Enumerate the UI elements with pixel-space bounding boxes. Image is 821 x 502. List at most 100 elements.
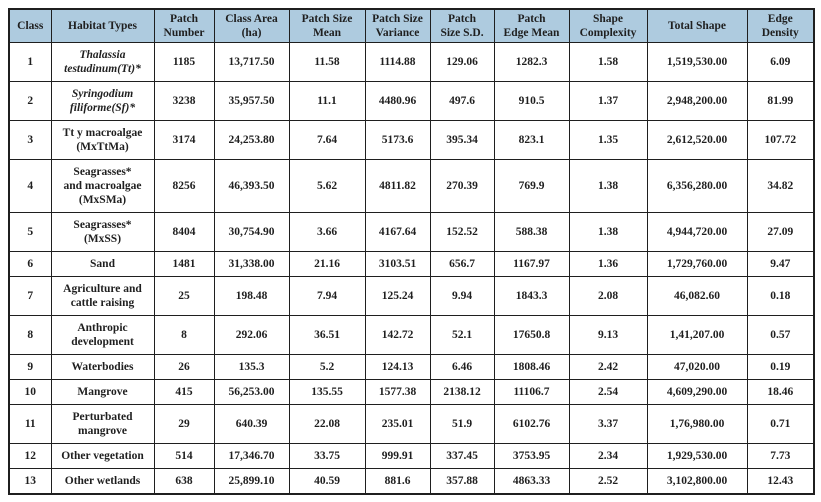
cell-class_id: 9 xyxy=(8,354,52,380)
cell-shape_complexity: 3.37 xyxy=(568,404,648,444)
cell-class_area_ha: 31,338.00 xyxy=(213,251,290,277)
cell-patch_size_sd: 395.34 xyxy=(429,120,495,160)
cell-patch_size_sd: 129.06 xyxy=(429,42,495,82)
cell-shape_complexity: 2.54 xyxy=(568,379,648,405)
cell-class_area_ha: 30,754.90 xyxy=(213,212,290,252)
cell-patch_number: 1481 xyxy=(153,251,215,277)
cell-total_shape: 4,944,720.00 xyxy=(646,212,748,252)
table-row: 12 Other vegetation 514 17,346.70 33.75 999.9… xyxy=(8,443,815,469)
cell-edge_density: 7.73 xyxy=(746,443,815,469)
column-header-edge_density: Edge Density xyxy=(746,8,815,43)
cell-edge_density: 9.47 xyxy=(746,251,815,277)
cell-patch_number: 415 xyxy=(153,379,215,405)
cell-patch_edge_mean: 11106.7 xyxy=(493,379,570,405)
cell-edge_density: 0.71 xyxy=(746,404,815,444)
cell-total_shape: 1,729,760.00 xyxy=(646,251,748,277)
column-header-patch_size_variance: Patch Size Variance xyxy=(364,8,431,43)
cell-patch_size_mean: 135.55 xyxy=(288,379,366,405)
cell-patch_size_variance: 4811.82 xyxy=(364,159,431,213)
cell-habitat: Mangrove xyxy=(50,379,155,405)
cell-patch_size_variance: 881.6 xyxy=(364,468,431,495)
column-header-total_shape: Total Shape xyxy=(646,8,748,43)
cell-shape_complexity: 1.36 xyxy=(568,251,648,277)
cell-patch_size_sd: 6.46 xyxy=(429,354,495,380)
cell-class_area_ha: 24,253.80 xyxy=(213,120,290,160)
cell-total_shape: 46,082.60 xyxy=(646,276,748,316)
cell-patch_size_sd: 9.94 xyxy=(429,276,495,316)
cell-habitat: Anthropic development xyxy=(50,315,155,355)
table-row: 7 Agriculture and cattle raising 25 198.48 7… xyxy=(8,276,815,316)
cell-shape_complexity: 1.37 xyxy=(568,81,648,121)
cell-patch_size_sd: 656.7 xyxy=(429,251,495,277)
cell-patch_edge_mean: 823.1 xyxy=(493,120,570,160)
cell-class_id: 8 xyxy=(8,315,52,355)
cell-patch_number: 3174 xyxy=(153,120,215,160)
cell-shape_complexity: 2.34 xyxy=(568,443,648,469)
habitat-metrics-table: Class Habitat Types Patch Number Class Area… xyxy=(8,8,815,495)
cell-class_area_ha: 198.48 xyxy=(213,276,290,316)
cell-patch_size_sd: 152.52 xyxy=(429,212,495,252)
table-row: 8 Anthropic development 8 292.06 36.51 142.72… xyxy=(8,315,815,355)
cell-patch_size_sd: 270.39 xyxy=(429,159,495,213)
table-row: 10 Mangrove 415 56,253.00 135.55 1577.38 2138.… xyxy=(8,379,815,405)
table-row: 13 Other wetlands 638 25,899.10 40.59 881.6 35… xyxy=(8,468,815,495)
cell-class_id: 6 xyxy=(8,251,52,277)
cell-patch_size_variance: 4167.64 xyxy=(364,212,431,252)
cell-class_area_ha: 46,393.50 xyxy=(213,159,290,213)
cell-habitat: Sand xyxy=(50,251,155,277)
cell-patch_edge_mean: 769.9 xyxy=(493,159,570,213)
column-header-shape_complexity: Shape Complexity xyxy=(568,8,648,43)
cell-habitat: Syringodium filiforme(Sf)* xyxy=(50,81,155,121)
cell-class_id: 11 xyxy=(8,404,52,444)
cell-patch_number: 638 xyxy=(153,468,215,495)
cell-class_area_ha: 135.3 xyxy=(213,354,290,380)
cell-patch_size_mean: 3.66 xyxy=(288,212,366,252)
cell-shape_complexity: 1.38 xyxy=(568,159,648,213)
cell-patch_number: 29 xyxy=(153,404,215,444)
cell-habitat: Thalassia testudinum(Tt)* xyxy=(50,42,155,82)
cell-habitat: Agriculture and cattle raising xyxy=(50,276,155,316)
column-header-patch_edge_mean: Patch Edge Mean xyxy=(493,8,570,43)
table-row: 11 Perturbated mangrove 29 640.39 22.08 235.0… xyxy=(8,404,815,444)
column-header-patch_number: Patch Number xyxy=(153,8,215,43)
cell-patch_size_mean: 36.51 xyxy=(288,315,366,355)
cell-patch_size_sd: 51.9 xyxy=(429,404,495,444)
cell-class_area_ha: 13,717.50 xyxy=(213,42,290,82)
cell-total_shape: 3,102,800.00 xyxy=(646,468,748,495)
cell-total_shape: 1,519,530.00 xyxy=(646,42,748,82)
cell-patch_edge_mean: 4863.33 xyxy=(493,468,570,495)
cell-patch_size_variance: 142.72 xyxy=(364,315,431,355)
cell-habitat: Seagrasses* and macroalgae (MxSMa) xyxy=(50,159,155,213)
column-header-class_id: Class xyxy=(8,8,52,43)
cell-total_shape: 1,76,980.00 xyxy=(646,404,748,444)
cell-total_shape: 1,41,207.00 xyxy=(646,315,748,355)
column-header-patch_size_sd: Patch Size S.D. xyxy=(429,8,495,43)
cell-total_shape: 6,356,280.00 xyxy=(646,159,748,213)
cell-patch_number: 26 xyxy=(153,354,215,380)
cell-shape_complexity: 2.52 xyxy=(568,468,648,495)
table-row: 5 Seagrasses* (MxSS) 8404 30,754.90 3.66 4167… xyxy=(8,212,815,252)
cell-class_id: 3 xyxy=(8,120,52,160)
column-header-class_area_ha: Class Area (ha) xyxy=(213,8,290,43)
cell-habitat: Other wetlands xyxy=(50,468,155,495)
cell-patch_edge_mean: 1843.3 xyxy=(493,276,570,316)
table-row: 2 Syringodium filiforme(Sf)* 3238 35,957.50… xyxy=(8,81,815,121)
cell-patch_size_sd: 52.1 xyxy=(429,315,495,355)
cell-patch_edge_mean: 6102.76 xyxy=(493,404,570,444)
cell-shape_complexity: 1.38 xyxy=(568,212,648,252)
cell-patch_edge_mean: 3753.95 xyxy=(493,443,570,469)
cell-shape_complexity: 9.13 xyxy=(568,315,648,355)
cell-patch_edge_mean: 910.5 xyxy=(493,81,570,121)
cell-class_area_ha: 17,346.70 xyxy=(213,443,290,469)
cell-patch_edge_mean: 17650.8 xyxy=(493,315,570,355)
cell-patch_size_mean: 11.1 xyxy=(288,81,366,121)
cell-class_area_ha: 35,957.50 xyxy=(213,81,290,121)
cell-class_area_ha: 292.06 xyxy=(213,315,290,355)
cell-edge_density: 6.09 xyxy=(746,42,815,82)
cell-patch_size_sd: 337.45 xyxy=(429,443,495,469)
cell-edge_density: 18.46 xyxy=(746,379,815,405)
cell-habitat: Perturbated mangrove xyxy=(50,404,155,444)
cell-class_id: 2 xyxy=(8,81,52,121)
cell-patch_number: 8 xyxy=(153,315,215,355)
cell-class_id: 10 xyxy=(8,379,52,405)
